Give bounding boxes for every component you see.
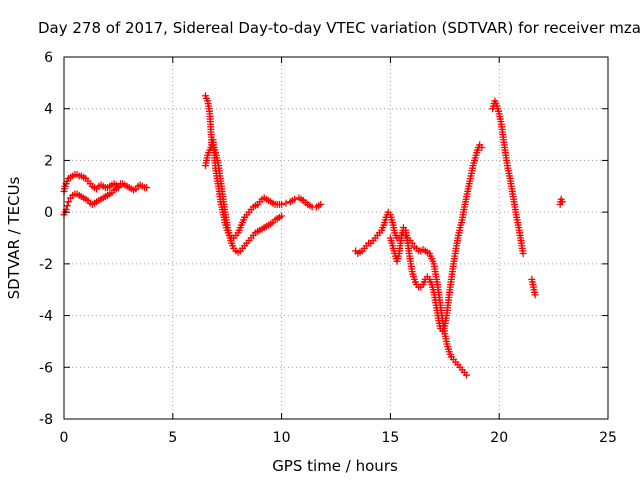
x-tick-label: 0: [60, 430, 69, 446]
data-point: [63, 202, 71, 210]
data-point: [278, 200, 286, 208]
chart-title: Day 278 of 2017, Sidereal Day-to-day VTE…: [38, 19, 640, 37]
series-7: [489, 97, 527, 258]
y-tick-label: -8: [39, 412, 53, 428]
data-point: [64, 198, 72, 206]
y-tick-label: -4: [39, 309, 53, 325]
x-tick-label: 20: [490, 430, 508, 446]
axis-ticks: [63, 56, 609, 420]
y-tick-label: 2: [44, 153, 53, 169]
series-8: [528, 195, 566, 299]
x-tick-label: 5: [168, 430, 177, 446]
data-point: [282, 199, 290, 207]
data-point: [463, 371, 471, 379]
series-5: [352, 208, 471, 379]
data-point: [531, 291, 539, 299]
data-point: [317, 200, 325, 208]
y-tick-labels: -8 -6 -4 -2 0 2 4 6: [39, 50, 53, 428]
y-tick-label: 6: [44, 50, 53, 66]
x-tick-label: 10: [273, 430, 291, 446]
series-1: [60, 171, 151, 195]
y-axis-title: SDTVAR / TECUs: [5, 176, 23, 299]
series-6: [386, 141, 486, 335]
x-tick-label: 25: [599, 430, 617, 446]
data-point: [291, 195, 299, 203]
data-point: [519, 250, 527, 258]
data-point: [478, 144, 486, 151]
plot-frame: [63, 56, 609, 420]
series-3: [201, 92, 325, 242]
grid: [64, 57, 608, 419]
data-point: [558, 198, 566, 206]
y-tick-label: 0: [44, 205, 53, 221]
data-points: [60, 92, 566, 379]
y-tick-label: 4: [44, 102, 53, 118]
data-point: [143, 184, 151, 192]
series-2: [60, 184, 122, 219]
data-point: [278, 212, 286, 220]
data-point: [114, 184, 122, 192]
y-tick-label: -2: [39, 257, 53, 273]
x-axis-title: GPS time / hours: [272, 457, 398, 475]
y-tick-label: -6: [39, 360, 53, 376]
x-tick-labels: 0 5 10 15 20 25: [60, 430, 617, 446]
series-4: [201, 141, 286, 256]
x-tick-label: 15: [381, 430, 399, 446]
